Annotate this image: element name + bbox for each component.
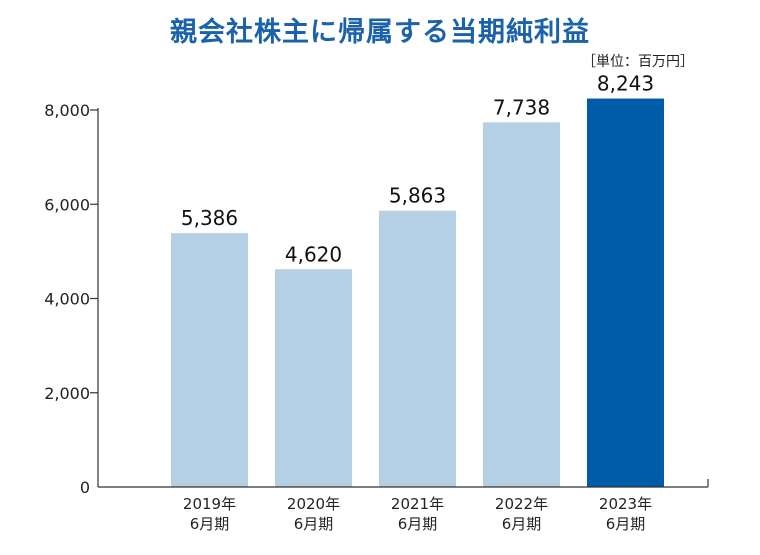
bars (171, 98, 664, 488)
x-axis-categories: 2019年 6月期 2020年 6月期 2021年 6月期 2022年 6月期 2023年 6月期 (183, 495, 652, 533)
value-labels: 5,386 4,620 5,863 7,738 8,243 (181, 72, 654, 267)
chart-title: 親会社株主に帰属する当期純利益 (170, 17, 590, 48)
value-label: 4,620 (285, 242, 342, 266)
x-category-label-line2: 6月期 (398, 515, 438, 533)
bar (483, 122, 560, 488)
x-category-label-line2: 6月期 (294, 515, 334, 533)
y-tick-label: 4,000 (44, 290, 90, 309)
x-category-label-line1: 2020年 (287, 495, 340, 513)
bar (171, 233, 248, 487)
unit-label: ［単位：百万円］ (582, 54, 694, 70)
bar (587, 98, 664, 488)
bar (379, 210, 456, 488)
x-category-label-line2: 6月期 (190, 515, 230, 533)
y-tick-label: 6,000 (44, 195, 90, 214)
y-tick-label: 8,000 (44, 101, 90, 120)
value-label: 7,738 (493, 95, 550, 119)
x-category-label-line1: 2019年 (183, 495, 236, 513)
x-category-label-line1: 2022年 (495, 495, 548, 513)
y-axis-ticks: 0 2,000 4,000 6,000 8,000 (44, 101, 98, 497)
bar (275, 269, 352, 487)
y-tick-label: 2,000 (44, 384, 90, 403)
x-category-label-line2: 6月期 (502, 515, 542, 533)
value-label: 5,863 (389, 184, 446, 208)
x-category-label-line2: 6月期 (606, 515, 646, 533)
y-tick-label: 0 (80, 478, 90, 497)
x-category-label-line1: 2023年 (599, 495, 652, 513)
value-label: 5,386 (181, 206, 238, 230)
value-label: 8,243 (597, 72, 654, 96)
x-category-label-line1: 2021年 (391, 495, 444, 513)
axes (97, 108, 709, 488)
